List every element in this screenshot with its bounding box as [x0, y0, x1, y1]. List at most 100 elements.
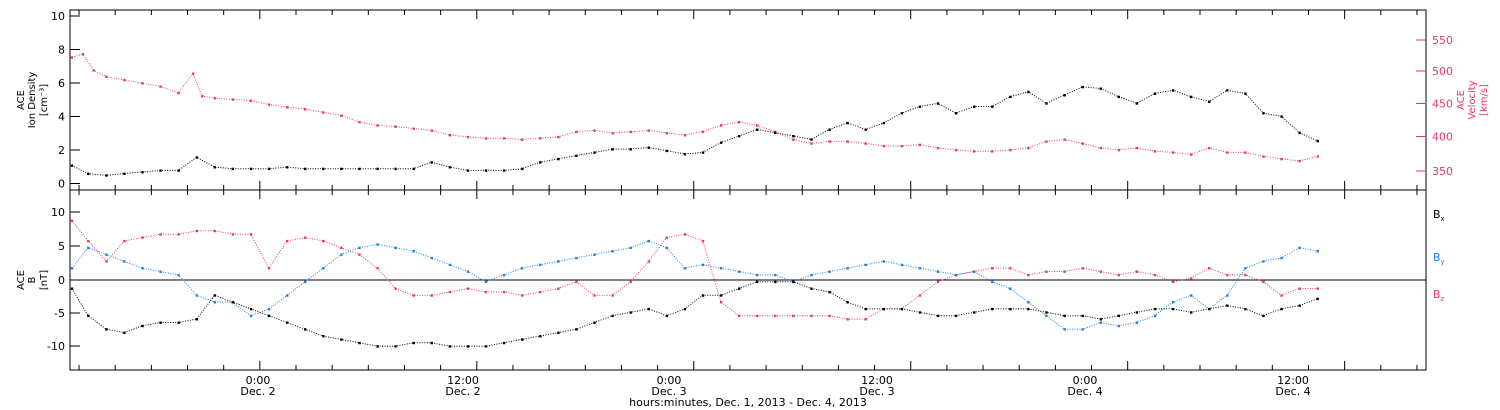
bx-point — [539, 335, 542, 338]
density-point — [954, 112, 958, 115]
x-tick-time: 0:00 — [1073, 374, 1098, 387]
velocity-point — [1226, 151, 1229, 154]
bz-point — [792, 314, 795, 318]
bx-point — [647, 307, 650, 311]
bottom-left-axis-title: ACE B [nT] — [16, 270, 50, 290]
bx-point — [87, 314, 90, 318]
by-point — [394, 246, 397, 250]
x-tick-date: Dec. 3 — [651, 385, 686, 398]
density-point — [611, 148, 614, 151]
y-tick-label: 10 — [51, 10, 65, 23]
bx-point — [756, 280, 759, 284]
velocity-point — [502, 137, 506, 140]
bz-point — [1171, 280, 1175, 284]
bx-point — [1298, 304, 1301, 307]
bx-point — [1117, 314, 1120, 318]
bx-point — [358, 341, 361, 345]
top-right-y-ticks: 350 400 450 500 550 — [1416, 34, 1453, 178]
bz-point — [322, 239, 325, 243]
x-axis-title: hours:minutes, Dec. 1, 2013 - Dec. 4, 20… — [629, 396, 867, 409]
legend-bz: BBzz — [1433, 288, 1445, 303]
y-tick-label: 0 — [58, 178, 65, 191]
bx-point — [665, 314, 668, 318]
legend-by: BByy — [1433, 251, 1445, 266]
bx-point — [991, 307, 994, 311]
density-point — [105, 174, 108, 177]
bx-point — [484, 345, 488, 348]
velocity-point — [900, 145, 904, 148]
y-tick-label: 5 — [58, 240, 65, 253]
bx-point — [412, 341, 415, 345]
density-point — [1063, 94, 1066, 97]
by-point — [756, 273, 759, 277]
bz-point — [195, 229, 198, 233]
y-tick-label: 0 — [58, 274, 65, 287]
bx-point — [828, 290, 831, 294]
bx-point — [1262, 314, 1265, 318]
by-point — [701, 263, 705, 267]
y-tick-label: -10 — [47, 340, 65, 353]
velocity-point — [448, 134, 452, 137]
x-tick-time: 12:00 — [447, 374, 479, 387]
velocity-point — [376, 124, 379, 127]
bx-point — [575, 328, 578, 331]
bx-point — [792, 280, 795, 284]
by-point — [70, 267, 74, 270]
by-point — [828, 270, 831, 273]
by-point — [430, 256, 433, 260]
velocity-point — [991, 150, 994, 153]
density-point — [936, 102, 940, 105]
x-tick-time: 0:00 — [246, 374, 271, 387]
bz-point — [1208, 267, 1211, 270]
y-tick-label: -5 — [54, 307, 65, 320]
bz-point — [719, 301, 723, 304]
velocity-point — [191, 72, 195, 75]
velocity-point — [647, 129, 650, 132]
y-tick-label: 500 — [1432, 65, 1453, 78]
density-point — [810, 138, 813, 141]
bz-point — [1009, 267, 1012, 270]
by-point — [267, 307, 271, 311]
bz-point — [991, 267, 994, 270]
bx-point — [1226, 304, 1229, 307]
density-velocity-panel-frame — [69, 9, 1427, 191]
bx-point — [1099, 318, 1102, 321]
by-point — [1135, 321, 1139, 324]
x-tick-time: 12:00 — [861, 374, 893, 387]
velocity-point — [1280, 157, 1283, 161]
bx-point — [1045, 311, 1048, 314]
velocity-point — [177, 91, 180, 95]
bz-point — [539, 290, 542, 294]
velocity-point — [792, 138, 795, 141]
bx-point — [629, 311, 632, 314]
by-point — [611, 250, 614, 253]
axis-title-line: Velocity — [1467, 80, 1478, 119]
bx-point — [1280, 307, 1283, 311]
by-point — [1316, 250, 1319, 253]
bz-point — [1135, 270, 1139, 273]
y-tick-label: 8 — [58, 44, 65, 57]
y-tick-label: 10 — [51, 206, 65, 219]
by-point — [448, 263, 452, 267]
velocity-point — [340, 114, 343, 117]
velocity-point — [92, 69, 95, 72]
density-point — [502, 169, 506, 172]
top-right-axis-title: ACE Velocity [km/s] — [1456, 80, 1490, 119]
bz-point — [87, 239, 90, 243]
by-point — [665, 246, 668, 250]
bz-point — [267, 267, 271, 270]
velocity-point — [1135, 146, 1139, 150]
bx-point — [267, 314, 271, 318]
bz-point — [1027, 273, 1030, 277]
density-point — [900, 112, 904, 115]
bx-point — [105, 328, 108, 331]
legend-bx: BBxx — [1433, 208, 1445, 223]
bz-point — [1298, 287, 1301, 290]
axis-title-line: ACE — [16, 90, 27, 110]
by-point — [900, 263, 904, 267]
by-point-trace — [71, 240, 1318, 330]
bx-point — [1009, 307, 1012, 311]
bx-point — [286, 321, 289, 324]
density-point — [1316, 139, 1319, 143]
bx-point — [213, 294, 216, 297]
